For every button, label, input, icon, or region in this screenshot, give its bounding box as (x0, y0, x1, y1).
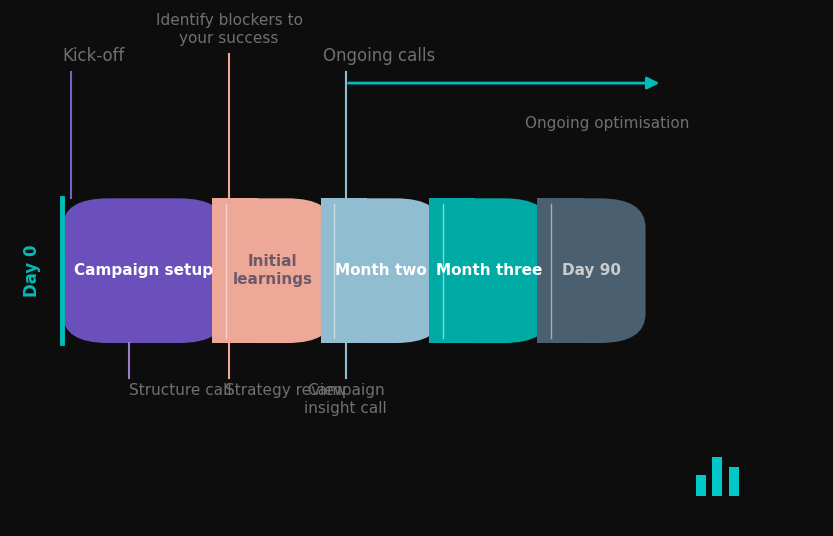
Text: Month three: Month three (436, 263, 542, 278)
Text: Ongoing calls: Ongoing calls (323, 47, 436, 65)
Bar (212, 198, 258, 343)
Bar (696, 475, 706, 496)
Text: Initial
learnings: Initial learnings (232, 255, 313, 287)
Text: Identify blockers to
your success: Identify blockers to your success (156, 13, 302, 46)
Text: Month two: Month two (335, 263, 427, 278)
Text: Strategy review: Strategy review (225, 383, 347, 398)
Bar (429, 198, 475, 343)
Text: Campaign
insight call: Campaign insight call (304, 383, 387, 415)
Bar (212, 198, 258, 343)
Bar (321, 198, 367, 343)
Text: Ongoing optimisation: Ongoing optimisation (525, 116, 689, 131)
Bar (537, 198, 583, 343)
Text: Campaign setup: Campaign setup (74, 263, 213, 278)
Text: Kick-off: Kick-off (62, 47, 125, 65)
Text: Day 0: Day 0 (22, 244, 41, 297)
FancyBboxPatch shape (537, 198, 646, 343)
Bar (712, 457, 722, 496)
Bar (537, 198, 583, 343)
Bar (321, 198, 367, 343)
FancyBboxPatch shape (429, 198, 550, 343)
FancyBboxPatch shape (62, 198, 225, 343)
FancyBboxPatch shape (212, 198, 333, 343)
Bar (729, 467, 739, 496)
Text: Structure call: Structure call (129, 383, 232, 398)
Text: Day 90: Day 90 (562, 263, 621, 278)
FancyBboxPatch shape (321, 198, 441, 343)
Bar (429, 198, 475, 343)
